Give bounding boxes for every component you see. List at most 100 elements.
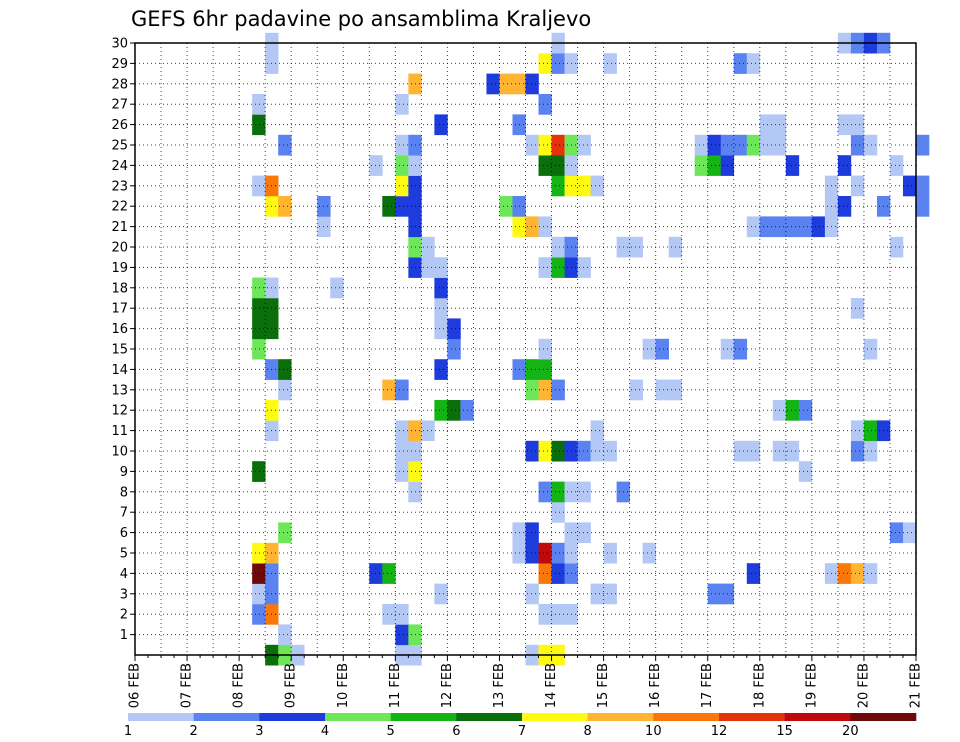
heatmap-cell bbox=[538, 338, 552, 360]
y-tick-label: 7 bbox=[120, 506, 128, 521]
heatmap-cell bbox=[434, 318, 448, 340]
heatmap-cell bbox=[252, 318, 266, 340]
heatmap-cell bbox=[551, 563, 565, 584]
y-tick-label: 15 bbox=[111, 343, 128, 358]
heatmap-cell bbox=[863, 134, 878, 156]
heatmap-cell bbox=[538, 563, 552, 584]
heatmap-cell bbox=[850, 134, 865, 156]
y-tick-label: 18 bbox=[111, 281, 128, 296]
x-tick-label: 13 FEB bbox=[492, 663, 507, 708]
y-tick-label: 14 bbox=[111, 363, 128, 378]
colorbar-segment bbox=[390, 713, 457, 721]
heatmap-cell bbox=[499, 73, 513, 95]
heatmap-cell bbox=[434, 277, 448, 299]
heatmap-cell bbox=[252, 338, 266, 360]
heatmap-cell bbox=[278, 522, 292, 544]
x-tick-label: 20 FEB bbox=[856, 663, 871, 708]
heatmap-cell bbox=[538, 481, 552, 503]
heatmap-cell bbox=[421, 257, 435, 278]
heatmap-cell bbox=[798, 400, 813, 421]
heatmap-cell bbox=[655, 338, 669, 360]
colorbar-segment bbox=[456, 713, 523, 721]
heatmap-cell bbox=[577, 134, 591, 156]
heatmap-cell bbox=[746, 216, 761, 238]
x-tick-label: 07 FEB bbox=[180, 663, 195, 708]
heatmap-cell bbox=[447, 400, 461, 421]
heatmap-cell bbox=[889, 522, 904, 544]
heatmap-cell bbox=[902, 522, 917, 544]
heatmap-cell bbox=[590, 420, 604, 442]
heatmap-cell bbox=[811, 216, 826, 238]
heatmap-cell bbox=[577, 522, 591, 544]
heatmap-cell bbox=[278, 624, 292, 646]
x-tick-label: 16 FEB bbox=[648, 663, 663, 708]
heatmap-cell bbox=[252, 114, 266, 136]
heatmap-cell bbox=[538, 440, 552, 462]
heatmap-cell bbox=[525, 522, 539, 544]
heatmap-cell bbox=[395, 440, 409, 462]
heatmap-cell bbox=[916, 134, 930, 156]
heatmap-cell bbox=[252, 277, 266, 299]
x-tick-label: 19 FEB bbox=[804, 663, 819, 708]
heatmap-cell bbox=[395, 175, 409, 197]
y-tick-label: 20 bbox=[111, 241, 128, 256]
heatmap-cell bbox=[746, 134, 761, 156]
heatmap-cell bbox=[551, 379, 565, 401]
heatmap-cell bbox=[278, 134, 292, 156]
heatmap-cell bbox=[330, 277, 344, 299]
heatmap-cell bbox=[382, 196, 396, 217]
heatmap-cell bbox=[395, 420, 409, 442]
heatmap-cell bbox=[733, 440, 748, 462]
heatmap-cell bbox=[252, 94, 266, 115]
heatmap-cell bbox=[421, 420, 435, 442]
heatmap-cell bbox=[733, 134, 748, 156]
x-tick-label: 12 FEB bbox=[440, 663, 455, 708]
heatmap-cell bbox=[252, 583, 266, 605]
colorbar-label: 10 bbox=[645, 724, 662, 739]
colorbar-segment bbox=[128, 713, 194, 721]
x-tick-label: 21 FEB bbox=[909, 663, 924, 708]
heatmap-cell bbox=[603, 440, 617, 462]
heatmap-cell bbox=[434, 359, 448, 380]
heatmap-cell bbox=[252, 298, 266, 319]
heatmap-cell bbox=[889, 236, 904, 258]
heatmap-cell bbox=[551, 542, 565, 564]
heatmap-cell bbox=[707, 134, 722, 156]
heatmap-cell bbox=[603, 542, 617, 564]
y-tick-label: 21 bbox=[111, 220, 128, 235]
heatmap-cell bbox=[629, 379, 643, 401]
y-tick-label: 24 bbox=[111, 159, 128, 174]
heatmap-cell bbox=[603, 53, 617, 74]
colorbar-segment bbox=[259, 713, 326, 721]
heatmap-cell bbox=[785, 400, 800, 421]
heatmap-cell bbox=[785, 440, 800, 462]
colorbar-segment bbox=[193, 713, 260, 721]
heatmap-cell bbox=[759, 216, 774, 238]
heatmap-cell bbox=[850, 114, 865, 136]
colorbar-legend: 1 2 3 4 5 6 7 8 10 12 15 20 bbox=[124, 713, 917, 739]
heatmap-cell bbox=[551, 257, 565, 278]
heatmap-cell bbox=[590, 583, 604, 605]
y-tick-label: 6 bbox=[120, 526, 128, 541]
colorbar-segment bbox=[719, 713, 785, 721]
x-axis: 06 FEB 07 FEB 08 FEB 09 FEB 10 FEB 11 FEB 12 F… bbox=[128, 655, 924, 708]
heatmap-cell bbox=[551, 502, 565, 523]
heatmap-cell bbox=[525, 583, 539, 605]
heatmap-cell bbox=[538, 155, 552, 176]
heatmap-cell bbox=[525, 73, 539, 95]
heatmap-cell bbox=[395, 461, 409, 482]
x-tick-label: 14 FEB bbox=[544, 663, 559, 708]
heatmap-cell bbox=[538, 542, 552, 564]
heatmap-cell bbox=[395, 604, 409, 625]
heatmap-cell bbox=[746, 440, 761, 462]
colorbar-label: 20 bbox=[842, 724, 859, 739]
heatmap-cell bbox=[278, 359, 292, 380]
y-tick-label: 9 bbox=[120, 465, 128, 480]
heatmap-cell bbox=[590, 175, 604, 197]
heatmap-cell bbox=[707, 155, 722, 176]
heatmap-cell bbox=[538, 134, 552, 156]
heatmap-cell bbox=[551, 440, 565, 462]
heatmap-cell bbox=[395, 134, 409, 156]
colorbar-label: 1 bbox=[124, 724, 132, 739]
